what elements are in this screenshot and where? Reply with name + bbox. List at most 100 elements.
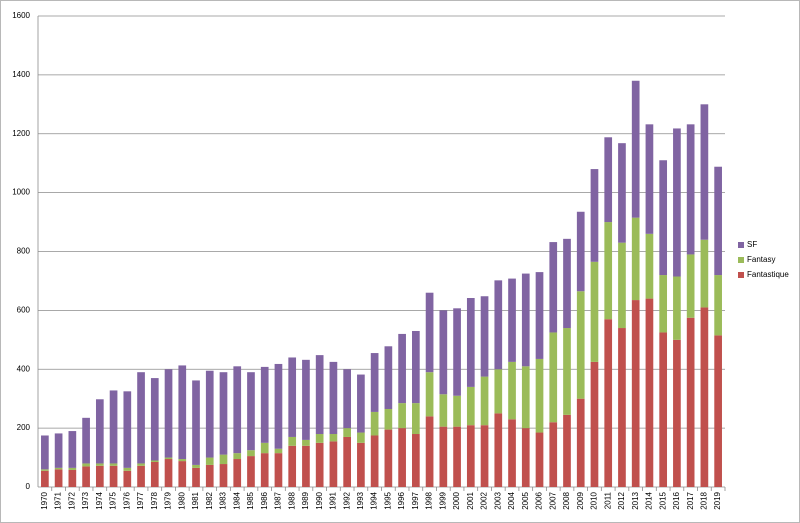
bar-segment	[123, 467, 132, 471]
bar-segment	[439, 426, 448, 487]
bar-segment	[205, 464, 214, 487]
legend-swatch	[738, 242, 744, 248]
legend-swatch	[738, 272, 744, 278]
bar-segment	[673, 128, 681, 277]
bar-segment	[508, 361, 516, 420]
bar-segment	[109, 463, 118, 466]
bar-segment	[453, 426, 461, 487]
bar-segment	[109, 390, 118, 464]
x-tick-label: 2007	[548, 491, 557, 509]
bar-segment	[192, 464, 200, 468]
bar-segment	[82, 417, 90, 464]
x-tick-label: 2005	[521, 491, 530, 509]
bar-segment	[192, 467, 200, 487]
x-tick-label: 1978	[150, 491, 159, 509]
bar-segment	[54, 467, 63, 470]
bar-segment	[535, 432, 544, 487]
legend-label: SF	[747, 240, 757, 249]
x-tick-label: 1990	[315, 491, 324, 509]
bar-segment	[95, 463, 104, 466]
x-tick-label: 1977	[136, 491, 145, 509]
bar-segment	[631, 217, 640, 301]
x-tick-label: 2015	[658, 491, 667, 509]
bar-segment	[233, 366, 242, 454]
bar-segment	[384, 408, 393, 430]
bar-segment	[192, 380, 200, 465]
bar-segment	[645, 233, 654, 299]
bar-segment	[370, 353, 379, 412]
bar-segment	[274, 448, 283, 454]
bar-segment	[315, 355, 324, 435]
bar-segment	[82, 466, 90, 487]
x-tick-label: 1987	[274, 491, 283, 509]
x-tick-label: 1997	[411, 491, 420, 509]
bar-segment	[466, 298, 475, 387]
bar-segment	[54, 433, 63, 468]
bar-segment	[219, 372, 228, 455]
bar-segment	[453, 395, 461, 427]
x-tick-label: 1972	[67, 491, 76, 509]
bar-segment	[315, 442, 324, 487]
bar-segment	[521, 273, 530, 367]
bar-segment	[41, 469, 49, 471]
bar-segment	[384, 346, 393, 409]
bar-segment	[260, 366, 269, 443]
x-tick-label: 1970	[40, 491, 49, 509]
bar-segment	[563, 328, 571, 415]
bar-segment	[631, 80, 640, 218]
bar-segment	[137, 463, 145, 466]
x-tick-label: 1998	[425, 491, 434, 509]
bar-segment	[164, 459, 173, 487]
bar-segment	[714, 166, 722, 276]
bar-segment	[508, 419, 516, 487]
bar-segment	[576, 211, 585, 292]
bar-segment	[398, 333, 406, 404]
bar-segment	[123, 470, 132, 487]
y-tick-label: 600	[17, 305, 31, 314]
bar-segment	[384, 429, 393, 487]
x-tick-label: 1983	[219, 491, 228, 509]
x-tick-label: 2002	[480, 491, 489, 509]
x-tick-label: 2006	[535, 491, 544, 509]
x-tick-label: 1994	[370, 491, 379, 509]
bar-segment	[686, 254, 695, 318]
bar-segment	[521, 428, 530, 487]
bar-segment	[260, 453, 269, 487]
bar-segment	[123, 391, 132, 468]
legend-swatch	[738, 257, 744, 263]
bar-segment	[549, 422, 558, 487]
x-tick-label: 1971	[54, 491, 63, 509]
bar-segment	[590, 261, 599, 362]
x-tick-label: 1999	[438, 491, 447, 509]
legend-label: Fantastique	[747, 270, 789, 279]
bar-segment	[247, 456, 255, 487]
y-tick-label: 1000	[12, 188, 30, 197]
bar-segment	[370, 411, 379, 436]
bar-segment	[466, 386, 475, 426]
bar-segment	[480, 425, 489, 487]
bar-segment	[219, 464, 228, 487]
bar-segment	[41, 470, 49, 487]
bar-segment	[659, 275, 668, 333]
x-tick-label: 2004	[507, 491, 516, 509]
bar-segment	[137, 465, 145, 487]
bar-segment	[288, 357, 297, 437]
x-tick-label: 1984	[232, 491, 241, 509]
bar-segment	[357, 442, 365, 487]
bar-segment	[631, 300, 640, 487]
bar-segment	[219, 454, 228, 465]
bar-segment	[686, 124, 695, 255]
bar-segment	[329, 361, 338, 435]
bar-segment	[412, 434, 420, 487]
bar-segment	[315, 434, 324, 443]
x-tick-label: 1995	[383, 491, 392, 509]
bar-segment	[233, 459, 242, 487]
y-tick-label: 1600	[12, 11, 30, 20]
x-tick-label: 1982	[205, 491, 214, 509]
bar-segment	[700, 239, 709, 308]
bar-segment	[109, 465, 118, 487]
bar-segment	[714, 275, 722, 336]
bar-segment	[645, 124, 654, 234]
bar-segment	[398, 428, 406, 487]
